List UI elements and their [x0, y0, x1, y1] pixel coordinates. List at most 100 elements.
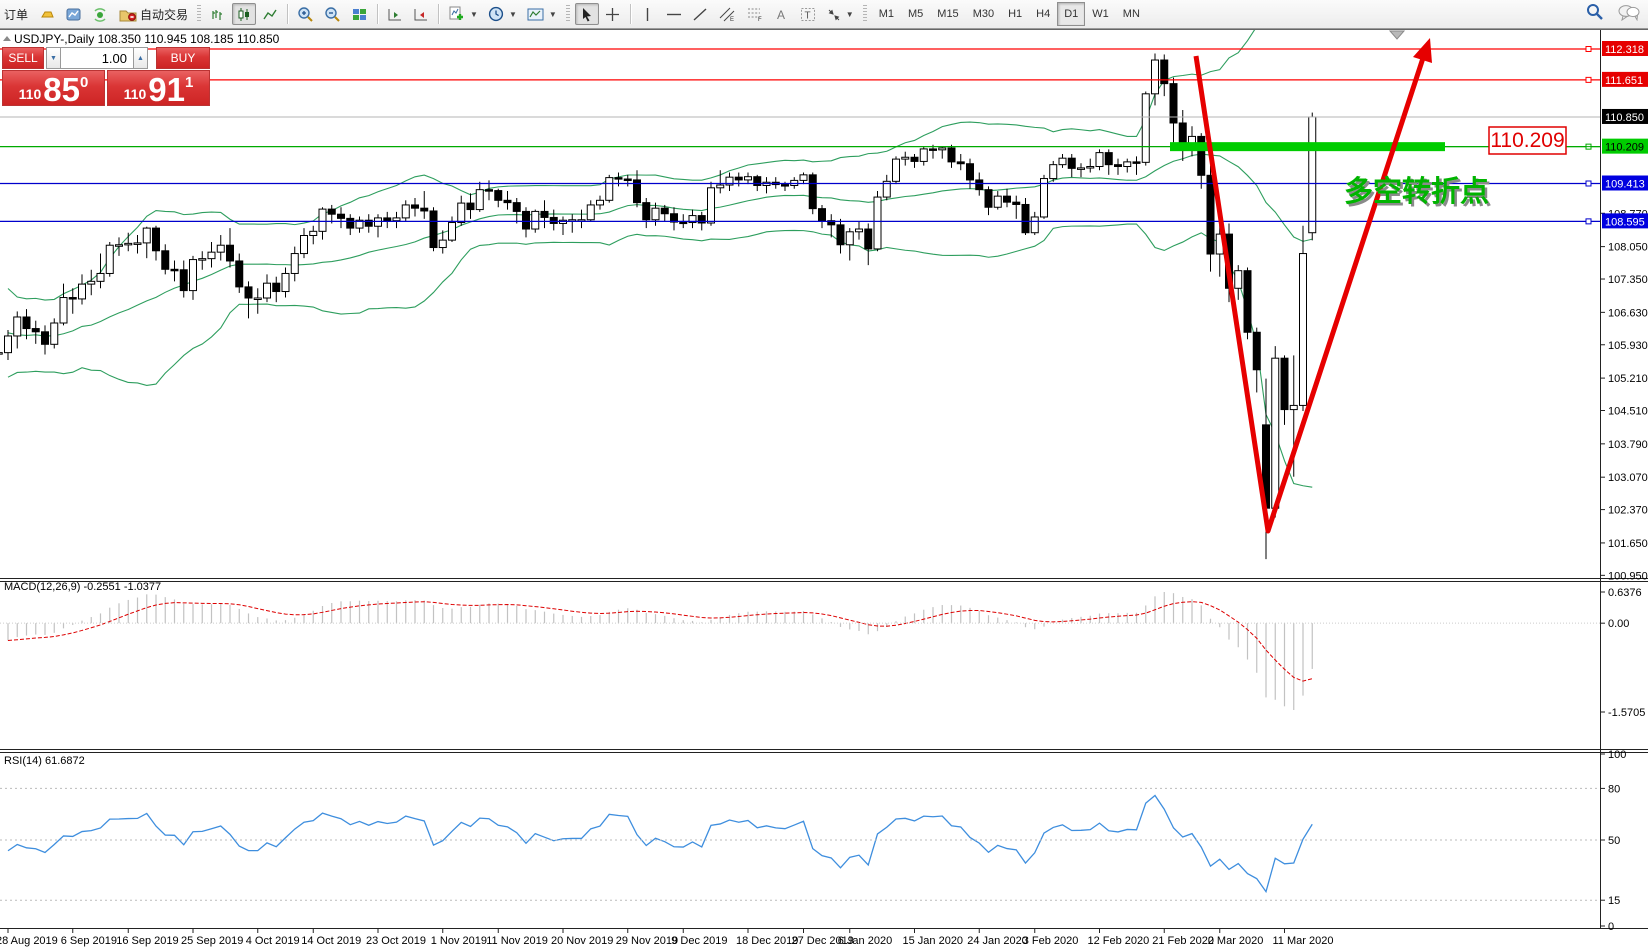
timeframe-button-M30[interactable]: M30 — [972, 8, 995, 20]
date-axis-label[interactable]: 15 Jan 2020 — [903, 935, 964, 947]
horizontal-line-button[interactable] — [662, 3, 686, 25]
candle-body — [716, 184, 725, 189]
buy-button[interactable]: BUY — [156, 47, 210, 69]
date-axis-label[interactable]: 25 Sep 2019 — [181, 935, 243, 947]
macd-tick-label: 0.6376 — [1608, 587, 1642, 599]
equidistant-channel-button[interactable]: E — [714, 3, 740, 25]
date-axis-label[interactable]: 9 Dec 2019 — [671, 935, 727, 947]
date-axis-label[interactable]: 3 Feb 2020 — [1023, 935, 1079, 947]
fibonacci-button[interactable]: F — [742, 3, 768, 25]
timeframe-button-H4[interactable]: H4 — [1036, 8, 1051, 20]
price-callout-box[interactable] — [1488, 126, 1567, 155]
candlestick-chart-button[interactable] — [232, 3, 257, 25]
thick-support-band[interactable] — [1170, 142, 1445, 152]
gold-ingot-icon[interactable] — [34, 3, 59, 25]
candle-body — [882, 180, 891, 198]
trade-panel-top-row: SELL ▼ ▲ BUY — [2, 47, 210, 69]
date-axis-label[interactable]: 11 Nov 2019 — [486, 935, 548, 947]
periods-button[interactable]: ▼ — [484, 3, 521, 25]
arrow-head[interactable] — [1413, 38, 1432, 63]
zoom-out-icon — [325, 7, 340, 22]
line-anchor-square[interactable] — [1585, 76, 1592, 83]
trade-panel-price-row: 110 85 0 110 91 1 — [2, 70, 210, 106]
chart-shift-marker-icon[interactable] — [1388, 30, 1406, 40]
date-axis-label[interactable]: 2 Mar 2020 — [1208, 935, 1264, 947]
candle-body — [725, 176, 734, 186]
timeframe-button-M15[interactable]: M15 — [937, 8, 959, 20]
zoom-out-button[interactable] — [320, 3, 345, 25]
date-axis-label[interactable]: 23 Oct 2019 — [366, 935, 426, 947]
volume-input[interactable] — [61, 47, 133, 69]
date-axis-label[interactable]: 20 Nov 2019 — [551, 935, 613, 947]
line-anchor-square[interactable] — [1585, 180, 1592, 187]
price-level-badge-112.318[interactable] — [1602, 41, 1648, 56]
text-button[interactable]: A — [770, 3, 794, 25]
chart-shift-button[interactable] — [409, 3, 433, 25]
price-level-badge-111.651[interactable] — [1602, 71, 1648, 87]
line-anchor-square[interactable] — [1585, 218, 1592, 225]
timeframe-button-MN[interactable]: MN — [1122, 8, 1140, 20]
date-axis-label[interactable]: 29 Nov 2019 — [616, 935, 678, 947]
sell-button[interactable]: SELL — [2, 47, 44, 69]
date-axis-label[interactable]: 18 Dec 2019 — [736, 935, 798, 947]
vertical-line-button[interactable] — [636, 3, 660, 25]
collapse-triangle-icon[interactable] — [3, 36, 11, 41]
bar-chart-button[interactable] — [206, 3, 230, 25]
chart-shift-icon — [414, 8, 428, 20]
price-level-badge-109.413[interactable] — [1602, 175, 1648, 191]
price-level-badge-110.850[interactable] — [1602, 108, 1648, 124]
line-anchor-square[interactable] — [1585, 46, 1592, 52]
market-news-button[interactable] — [61, 3, 86, 25]
text-label-button[interactable]: T — [796, 3, 820, 25]
price-level-badge-108.595[interactable] — [1602, 213, 1648, 229]
zoom-in-button[interactable] — [293, 3, 318, 25]
candle-body — [910, 156, 919, 162]
date-axis-label[interactable]: 11 Mar 2020 — [1273, 935, 1334, 947]
trendline-button[interactable] — [688, 3, 712, 25]
timeframe-button-H1[interactable]: H1 — [1008, 8, 1023, 20]
candle-body — [485, 189, 493, 192]
crosshair-button[interactable] — [601, 3, 625, 25]
date-axis-label[interactable]: 14 Oct 2019 — [301, 935, 361, 947]
toolbar-separator — [377, 4, 379, 24]
date-axis-label[interactable]: 24 Jan 2020 — [967, 935, 1028, 947]
volume-decrease-button[interactable]: ▼ — [46, 47, 61, 69]
pivot-annotation-text[interactable]: 多空转折点 — [1347, 177, 1492, 211]
community-chat-icon[interactable] — [1618, 4, 1640, 21]
arrows-tool-button[interactable]: ▼ — [822, 3, 858, 25]
date-axis-label[interactable]: 12 Feb 2020 — [1088, 935, 1150, 947]
date-axis-label[interactable]: 16 Sep 2019 — [116, 935, 178, 947]
cursor-button[interactable] — [574, 3, 599, 25]
timeframe-button-M5[interactable]: M5 — [908, 8, 924, 20]
v-reversal-arrow[interactable] — [1193, 54, 1427, 534]
candle-body — [512, 202, 521, 212]
date-axis-label[interactable]: 28 Aug 2019 — [0, 935, 58, 947]
date-axis-label[interactable]: 4 Oct 2019 — [246, 935, 300, 947]
signals-button[interactable] — [88, 3, 113, 25]
autotrading-button[interactable]: 自动交易 — [115, 3, 192, 25]
templates-button[interactable]: ▼ — [523, 3, 561, 25]
date-axis-label[interactable]: 6 Sep 2019 — [61, 935, 117, 947]
buy-price-box[interactable]: 110 91 1 — [107, 70, 210, 106]
search-icon[interactable] — [1586, 3, 1604, 21]
date-axis-label[interactable]: 1 Nov 2019 — [431, 935, 487, 947]
timeframe-button-M1[interactable]: M1 — [878, 8, 894, 20]
candle-body — [984, 189, 993, 208]
date-axis-label[interactable]: 21 Feb 2020 — [1152, 935, 1214, 947]
line-chart-button[interactable] — [258, 3, 282, 25]
timeframe-button-W1[interactable]: W1 — [1092, 8, 1109, 20]
auto-scroll-button[interactable] — [383, 3, 407, 25]
price-level-badge-110.209[interactable] — [1602, 138, 1648, 154]
volume-increase-button[interactable]: ▲ — [133, 47, 148, 69]
date-axis-label[interactable]: 27 Dec 2019 — [792, 935, 854, 947]
tile-windows-button[interactable] — [347, 3, 372, 25]
date-axis-label[interactable]: 6 Jan 2020 — [838, 935, 892, 947]
pivot-annotation-text[interactable]: 多空转折点 — [1344, 174, 1489, 208]
new-order-button[interactable]: 订单 — [0, 3, 32, 25]
sell-price-box[interactable]: 110 85 0 — [2, 70, 105, 106]
candle-body — [929, 148, 937, 151]
timeframe-button-D1[interactable]: D1 — [1057, 2, 1086, 26]
indicators-button[interactable]: ▼ — [444, 3, 482, 25]
candle-body — [679, 221, 688, 225]
